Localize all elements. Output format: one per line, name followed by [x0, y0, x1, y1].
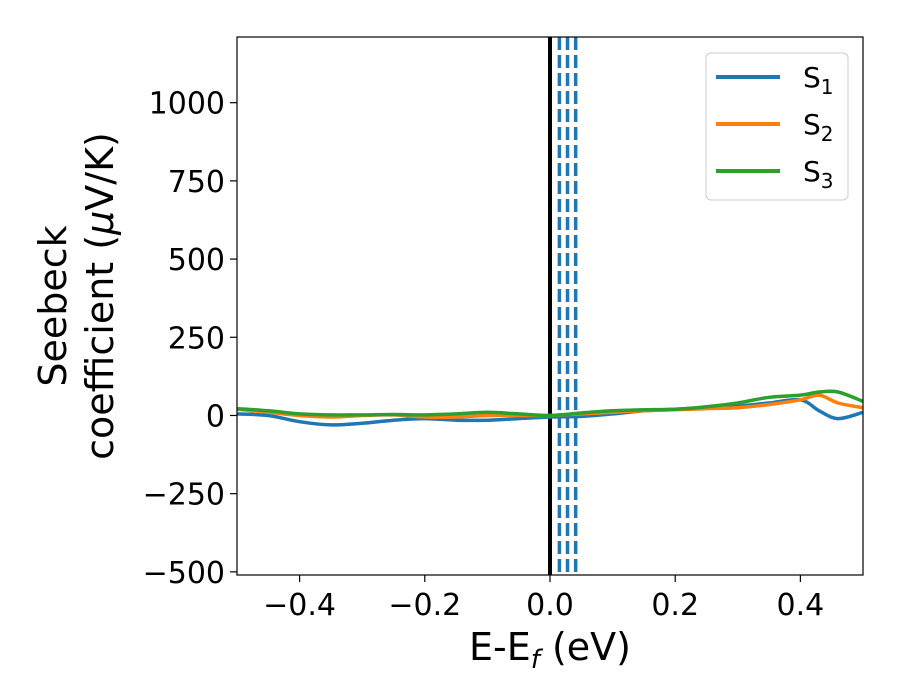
legend: S1 S2 S3: [705, 52, 849, 201]
y-axis-label-line1: Seebeck: [31, 225, 75, 386]
y-axis-label-line2: coefficient (μV/K): [78, 132, 122, 460]
y-tick-label: 750: [168, 165, 225, 200]
x-tick-label: −0.2: [388, 588, 461, 623]
y-axis: −500 −250 0 250 500 750 1000: [143, 87, 237, 591]
x-axis-label: E-Ef (eV): [469, 625, 631, 675]
legend-label-s2: S2: [803, 108, 834, 146]
y-tick-label: 500: [168, 243, 225, 278]
reference-lines: [548, 37, 578, 575]
legend-label-s3: S3: [803, 155, 834, 193]
legend-label-s1: S1: [803, 61, 834, 99]
x-tick-label: 0.2: [651, 588, 699, 623]
series-line-s1: [237, 397, 863, 427]
y-tick-label: −250: [143, 478, 225, 513]
x-axis: −0.4 −0.2 0.0 0.2 0.4: [263, 575, 824, 623]
y-tick-label: 250: [168, 321, 225, 356]
y-tick-label: −500: [143, 556, 225, 591]
x-tick-label: −0.4: [263, 588, 336, 623]
y-tick-label: 0: [206, 399, 225, 434]
legend-box: [705, 52, 849, 201]
series-line-s3: [237, 389, 863, 418]
series-group: [237, 389, 863, 427]
y-tick-label: 1000: [149, 87, 225, 122]
x-tick-label: 0.4: [777, 588, 825, 623]
x-tick-label: 0.0: [526, 588, 574, 623]
